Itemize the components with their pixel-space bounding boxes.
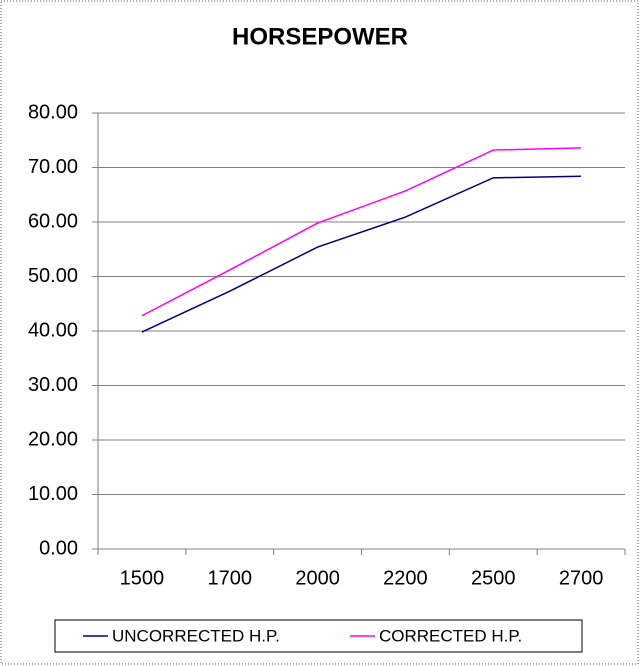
y-tick-label: 20.00 xyxy=(28,428,78,450)
legend-label: UNCORRECTED H.P. xyxy=(112,626,280,645)
x-tick-label: 2500 xyxy=(471,567,516,589)
chart-title: HORSEPOWER xyxy=(232,23,408,50)
y-tick-label: 10.00 xyxy=(28,483,78,505)
y-tick-label: 0.00 xyxy=(39,537,78,559)
y-tick-label: 80.00 xyxy=(28,101,78,123)
x-tick-label: 2700 xyxy=(559,567,604,589)
line-series xyxy=(141,147,582,317)
y-tick-label: 40.00 xyxy=(28,319,78,341)
x-tick-label: 2200 xyxy=(383,567,428,589)
y-tick-label: 50.00 xyxy=(28,265,78,287)
legend-label: CORRECTED H.P. xyxy=(379,626,522,645)
line-series xyxy=(141,175,582,333)
x-tick-label: 1500 xyxy=(120,567,165,589)
y-tick-label: 30.00 xyxy=(28,374,78,396)
legend-box xyxy=(54,619,583,653)
y-tick-label: 60.00 xyxy=(28,210,78,232)
y-tick-label: 70.00 xyxy=(28,156,78,178)
x-tick-label: 1700 xyxy=(208,567,253,589)
x-tick-label: 2000 xyxy=(295,567,340,589)
